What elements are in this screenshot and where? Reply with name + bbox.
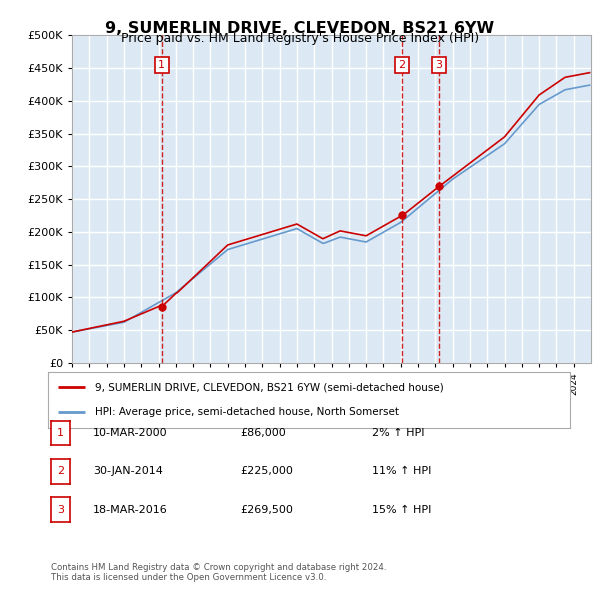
Text: HPI: Average price, semi-detached house, North Somerset: HPI: Average price, semi-detached house,… (95, 407, 399, 417)
Text: 9, SUMERLIN DRIVE, CLEVEDON, BS21 6YW (semi-detached house): 9, SUMERLIN DRIVE, CLEVEDON, BS21 6YW (s… (95, 382, 444, 392)
Text: 2: 2 (398, 60, 406, 70)
Text: 30-JAN-2014: 30-JAN-2014 (93, 467, 163, 476)
Text: 1: 1 (57, 428, 64, 438)
Text: Price paid vs. HM Land Registry's House Price Index (HPI): Price paid vs. HM Land Registry's House … (121, 32, 479, 45)
Text: This data is licensed under the Open Government Licence v3.0.: This data is licensed under the Open Gov… (51, 573, 326, 582)
Text: Contains HM Land Registry data © Crown copyright and database right 2024.: Contains HM Land Registry data © Crown c… (51, 563, 386, 572)
Text: 11% ↑ HPI: 11% ↑ HPI (372, 467, 431, 476)
Text: 10-MAR-2000: 10-MAR-2000 (93, 428, 167, 438)
Text: 15% ↑ HPI: 15% ↑ HPI (372, 505, 431, 514)
Text: 2: 2 (57, 467, 64, 476)
Text: 3: 3 (57, 505, 64, 514)
Text: £225,000: £225,000 (240, 467, 293, 476)
Text: 18-MAR-2016: 18-MAR-2016 (93, 505, 168, 514)
Text: £269,500: £269,500 (240, 505, 293, 514)
Text: 1: 1 (158, 60, 165, 70)
Text: 3: 3 (436, 60, 442, 70)
Text: 9, SUMERLIN DRIVE, CLEVEDON, BS21 6YW: 9, SUMERLIN DRIVE, CLEVEDON, BS21 6YW (106, 21, 494, 35)
Text: £86,000: £86,000 (240, 428, 286, 438)
Text: 2% ↑ HPI: 2% ↑ HPI (372, 428, 425, 438)
